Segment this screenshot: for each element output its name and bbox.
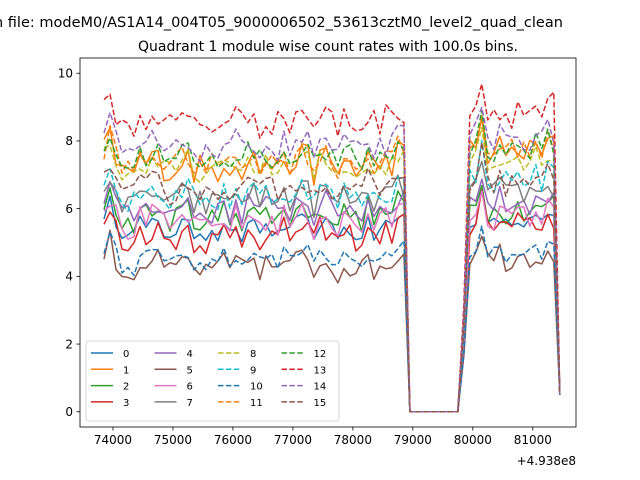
legend-box [85,340,340,422]
plot-lines [103,83,561,413]
y-tick-label: 2 [65,337,73,351]
legend-label-15: 15 [314,398,327,409]
legend-label-7: 7 [187,398,193,409]
y-tick-label: 8 [65,134,73,148]
series-line-6 [103,190,561,413]
series-line-8 [103,126,561,413]
legend-label-5: 5 [187,365,193,376]
x-tick-label: 80000 [454,433,492,447]
legend-label-6: 6 [187,382,193,393]
x-tick-label: 81000 [514,433,552,447]
figure-suptitle: n file: modeM0/AS1A14_004T05_9000006502_… [0,15,563,31]
axes-box [79,57,577,428]
y-tick-label: 0 [65,405,73,419]
x-tick-label: 77000 [274,433,312,447]
legend-label-10: 10 [250,382,263,393]
x-offset-text: +4.938e8 [517,454,576,468]
x-tick-label: 76000 [214,433,252,447]
series-line-1 [103,116,561,413]
legend-label-1: 1 [123,365,129,376]
legend-label-8: 8 [250,349,256,360]
y-axis: 0 2 4 6 8 10 [58,67,80,419]
y-tick-label: 6 [65,202,73,216]
legend-label-4: 4 [187,349,193,360]
series-line-5 [103,229,561,413]
series-line-4 [103,178,561,413]
legend-label-12: 12 [314,349,327,360]
series-line-13 [103,83,561,413]
x-tick-label: 78000 [334,433,372,447]
legend-label-14: 14 [314,382,327,393]
legend-label-2: 2 [123,382,129,393]
legend-label-11: 11 [250,398,263,409]
legend-label-0: 0 [123,349,129,360]
x-tick-label: 79000 [394,433,432,447]
axes-frame [79,57,577,428]
legend-label-13: 13 [314,365,327,376]
legend-label-3: 3 [123,398,129,409]
series-line-10 [103,225,561,413]
series-line-15 [103,141,561,413]
legend-label-9: 9 [250,365,256,376]
chart-title: Quadrant 1 module wise count rates with … [138,39,518,55]
x-tick-label: 75000 [154,433,192,447]
series-line-14 [103,106,561,413]
x-tick-label: 74000 [94,433,132,447]
y-tick-label: 10 [58,67,73,81]
x-axis: 74000 75000 76000 77000 78000 79000 80000 81000 [94,427,552,447]
y-tick-label: 4 [65,270,73,284]
